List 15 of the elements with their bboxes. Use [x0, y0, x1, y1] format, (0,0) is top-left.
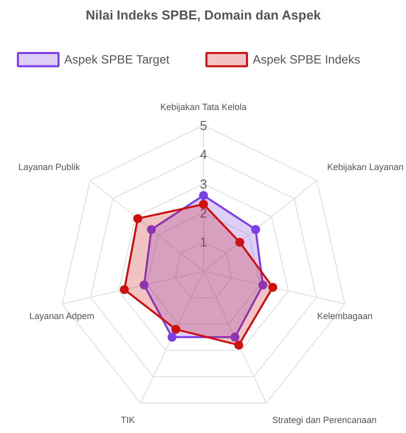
spoke-label: TIK	[120, 414, 135, 425]
spoke-label: Kelembagaan	[317, 311, 373, 322]
y-tick-label: 4	[200, 147, 208, 162]
legend-label: Aspek SPBE Indeks	[252, 52, 360, 67]
spoke-label: Kebijakan Layanan	[327, 162, 404, 172]
spoke-label: Layanan Publik	[18, 162, 80, 172]
legend-label: Aspek SPBE Target	[64, 52, 170, 67]
y-tick-label: 2	[200, 205, 208, 220]
y-tick-label: 1	[200, 234, 208, 250]
chart-title: Nilai Indeks SPBE, Domain dan Aspek	[86, 8, 322, 22]
spoke-label: Kebijakan Tata Kelola	[160, 102, 247, 112]
y-tick-label: 3	[200, 176, 208, 192]
spoke-label: Strategi dan Perencanaan	[272, 414, 377, 425]
spoke-label: Layanan Adpem	[29, 311, 94, 322]
y-tick-label: 5	[200, 118, 208, 133]
